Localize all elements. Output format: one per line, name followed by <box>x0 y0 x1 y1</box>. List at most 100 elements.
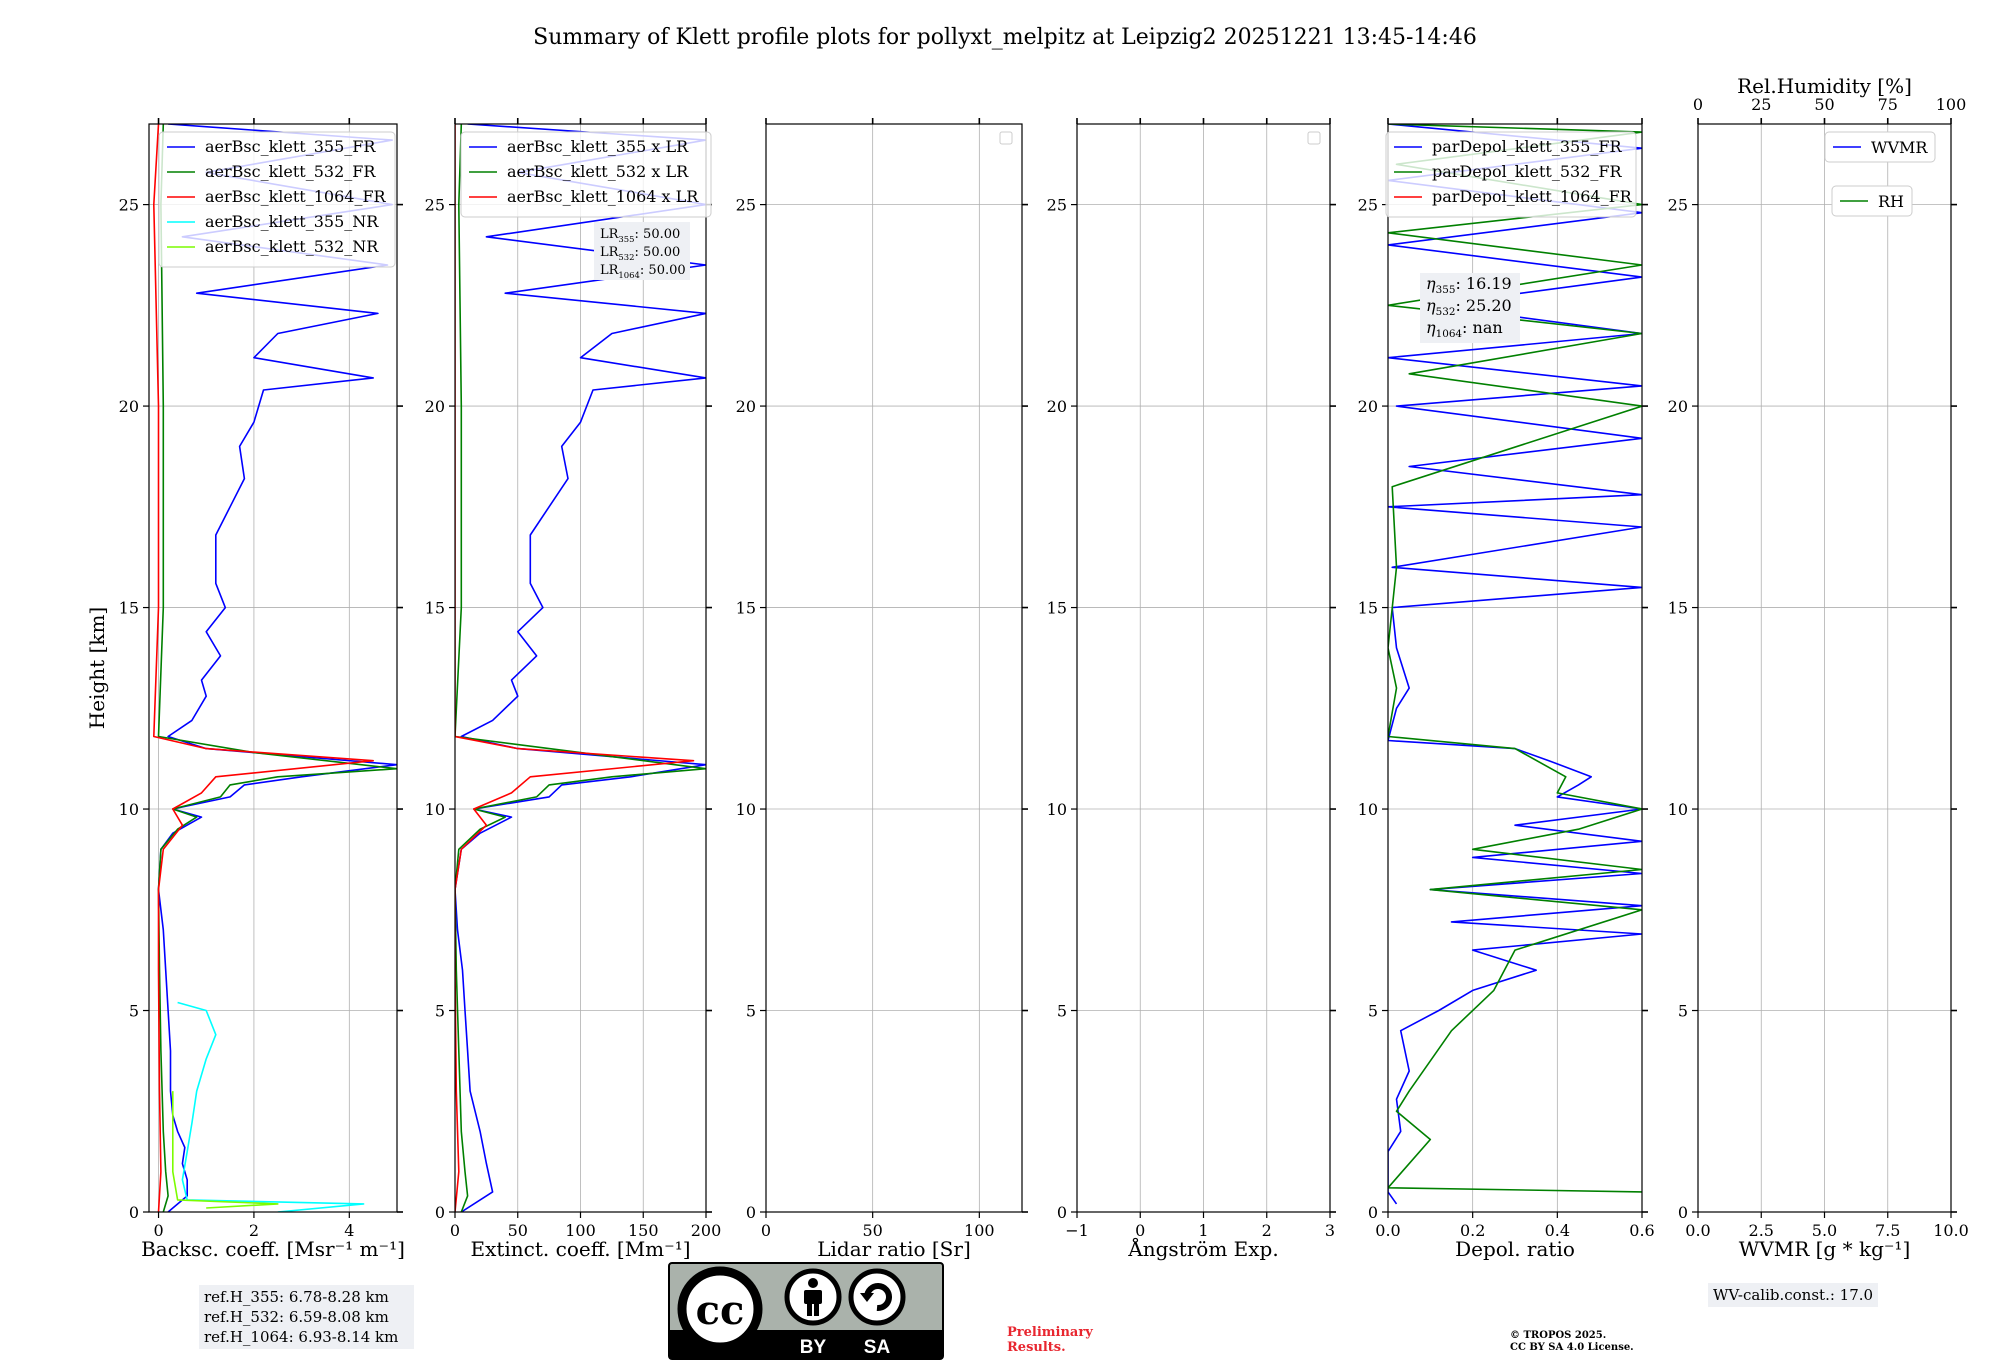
legend: WVMR RH <box>1824 131 1936 217</box>
y-tick-label: 10 <box>736 800 756 819</box>
panel-lidar-ratio: 0 50 100 0 5 10 15 20 25 Lidar ratio [Sr] <box>736 118 1028 1261</box>
y-tick-label: 10 <box>1668 800 1688 819</box>
attribution-person-icon <box>784 1268 842 1326</box>
series-line-aerBsc_klett_355_FR <box>157 124 397 1212</box>
x-tick-label: 0 <box>761 1221 771 1240</box>
x-tick-label: 150 <box>628 1221 659 1240</box>
y-tick-label: 25 <box>1358 196 1378 215</box>
series-line-parDepol_klett_532_FR <box>1388 124 1642 1193</box>
top-tick-label: 100 <box>1936 95 1967 114</box>
share-alike-icon <box>848 1268 906 1326</box>
y-tick-label: 0 <box>746 1203 756 1222</box>
annotation-line: LR1064: 50.00 <box>600 263 686 280</box>
x-tick-label: 2 <box>249 1221 259 1240</box>
legend-entry: aerBsc_klett_1064_FR <box>205 187 387 206</box>
x-axis-label: WVMR [g * kg⁻¹] <box>1739 1237 1911 1261</box>
copyright-line-2: CC BY SA 4.0 License. <box>1510 1342 1634 1353</box>
preliminary-results-note: Preliminary Results. <box>1007 1325 1093 1355</box>
legend-entry: aerBsc_klett_355 x LR <box>507 137 689 156</box>
x-tick-label: 0.6 <box>1629 1221 1654 1240</box>
axes-frame <box>765 123 1023 1213</box>
annotation-line: η532: 25.20 <box>1426 296 1512 318</box>
y-tick-label: 0 <box>1057 1203 1067 1222</box>
legend-box <box>1385 131 1637 218</box>
y-tick-label: 10 <box>1047 800 1067 819</box>
x-axis-label: Extinct. coeff. [Mm⁻¹] <box>470 1237 690 1261</box>
y-tick-label: 5 <box>1678 1002 1688 1021</box>
y-tick-label: 15 <box>1047 599 1067 618</box>
preliminary-line-1: Preliminary <box>1007 1325 1093 1340</box>
legend-entry: aerBsc_klett_532_NR <box>205 237 379 256</box>
x-tick-label: 1 <box>1198 1221 1208 1240</box>
y-tick-label: 15 <box>1668 599 1688 618</box>
top-tick-label: 25 <box>1751 95 1771 114</box>
copyright-note: © TROPOS 2025. CC BY SA 4.0 License. <box>1510 1330 1634 1354</box>
top-axis-label: Rel.Humidity [%] <box>1737 74 1912 98</box>
y-tick-label: 0 <box>129 1203 139 1222</box>
y-tick-label: 20 <box>1358 397 1378 416</box>
wv-calibration-box: WV-calib.const.: 17.0 <box>1708 1283 1879 1307</box>
copyright-line-1: © TROPOS 2025. <box>1510 1330 1607 1341</box>
legend-entry: parDepol_klett_1064_FR <box>1432 187 1633 206</box>
ref-height-355: ref.H_355: 6.78-8.28 km <box>204 1288 389 1306</box>
annotation-line: η1064: nan <box>1426 318 1503 340</box>
x-tick-label: 0.2 <box>1460 1221 1485 1240</box>
y-axis-label: Height [km] <box>85 607 109 729</box>
empty-legend-box <box>1307 131 1321 145</box>
y-tick-label: 15 <box>119 599 139 618</box>
panel-water-vapor: 0.0 2.5 5.0 7.5 10.0 0 5 10 15 20 25 WVMR [g * kg⁻¹… <box>1668 74 1969 1261</box>
y-tick-label: 5 <box>435 1002 445 1021</box>
legend-entry: parDepol_klett_355_FR <box>1432 137 1623 156</box>
legend-entry: RH <box>1878 192 1904 211</box>
x-tick-label: 4 <box>344 1221 354 1240</box>
y-tick-label: 0 <box>435 1203 445 1222</box>
legend: parDepol_klett_355_FR parDepol_klett_532_… <box>1385 131 1637 218</box>
y-tick-label: 20 <box>425 397 445 416</box>
y-tick-label: 25 <box>736 196 756 215</box>
legend-entry: aerBsc_klett_1064 x LR <box>507 187 699 206</box>
legend-box <box>460 131 712 218</box>
top-tick-label: 75 <box>1878 95 1898 114</box>
x-tick-label: 0.0 <box>1685 1221 1710 1240</box>
y-tick-label: 25 <box>119 196 139 215</box>
y-tick-label: 5 <box>1057 1002 1067 1021</box>
annotation-bg <box>594 222 690 280</box>
preliminary-line-2: Results. <box>1007 1340 1066 1355</box>
y-tick-label: 20 <box>1668 397 1688 416</box>
license-sa-label: SA <box>864 1337 891 1358</box>
panel-backscatter: 0 2 4 0 5 10 15 20 25 Backsc. coeff. [Msr⁻¹ m⁻¹] H… <box>85 118 405 1261</box>
series-group <box>153 124 397 1212</box>
series-line-aerBsc_klett_532_NR <box>172 1091 279 1209</box>
annotation-line: η355: 16.19 <box>1426 274 1512 296</box>
y-tick-label: 25 <box>1668 196 1688 215</box>
x-tick-label: 0.0 <box>1375 1221 1400 1240</box>
x-axis-label: Backsc. coeff. [Msr⁻¹ m⁻¹] <box>141 1237 405 1261</box>
x-tick-label: −1 <box>1065 1221 1089 1240</box>
x-tick-label: 100 <box>964 1221 995 1240</box>
x-tick-label: 5.0 <box>1812 1221 1837 1240</box>
y-tick-label: 20 <box>119 397 139 416</box>
top-tick-label: 0 <box>1693 95 1703 114</box>
annotation-line: LR532: 50.00 <box>600 245 680 262</box>
x-tick-label: 200 <box>691 1221 722 1240</box>
x-axis-label: Lidar ratio [Sr] <box>817 1237 971 1261</box>
series-line-aerBsc_klett_1064 x LR <box>455 124 695 1212</box>
annotation-line: LR355: 50.00 <box>600 227 680 244</box>
ref-height-532: ref.H_532: 6.59-8.08 km <box>204 1308 389 1326</box>
series-group <box>1388 124 1642 1205</box>
x-axis-label: Depol. ratio <box>1455 1237 1575 1261</box>
y-tick-label: 25 <box>425 196 445 215</box>
x-tick-label: 0 <box>1135 1221 1145 1240</box>
y-tick-label: 20 <box>736 397 756 416</box>
cc-by-sa-badge: cc BY SA <box>668 1262 944 1360</box>
top-tick-label: 50 <box>1814 95 1834 114</box>
axes-frame <box>1387 123 1643 1213</box>
series-line-aerBsc_klett_355 x LR <box>455 124 706 1212</box>
panel-depolarization: 0.0 0.2 0.4 0.6 0 5 10 15 20 25 Depol. ratio parDep… <box>1358 118 1655 1261</box>
x-tick-label: 50 <box>862 1221 882 1240</box>
y-tick-label: 10 <box>119 800 139 819</box>
y-tick-label: 20 <box>1047 397 1067 416</box>
x-tick-label: 7.5 <box>1875 1221 1900 1240</box>
